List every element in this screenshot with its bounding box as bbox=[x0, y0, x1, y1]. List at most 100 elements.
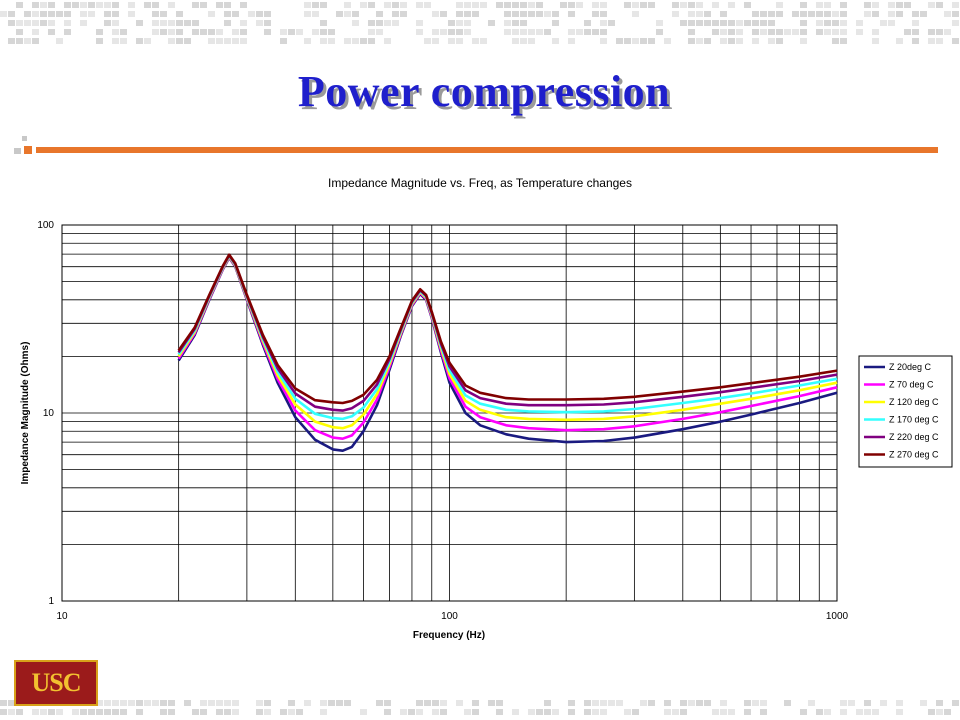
deco-pixel bbox=[56, 38, 63, 44]
deco-pixel bbox=[264, 709, 271, 715]
deco-pixel bbox=[704, 700, 711, 706]
deco-pixel bbox=[144, 700, 151, 706]
deco-pixel bbox=[744, 700, 751, 706]
deco-pixel bbox=[472, 700, 479, 706]
deco-pixel bbox=[368, 38, 375, 44]
deco-pixel bbox=[504, 2, 511, 8]
deco-pixel bbox=[728, 29, 735, 35]
deco-pixel bbox=[776, 38, 783, 44]
deco-pixel bbox=[664, 709, 671, 715]
deco-pixel bbox=[384, 709, 391, 715]
deco-pixel bbox=[432, 11, 439, 17]
deco-pixel bbox=[184, 700, 191, 706]
deco-pixel bbox=[448, 38, 455, 44]
deco-pixel bbox=[168, 38, 175, 44]
deco-pixel bbox=[48, 2, 55, 8]
deco-pixel bbox=[696, 700, 703, 706]
deco-pixel bbox=[888, 11, 895, 17]
deco-pixel bbox=[824, 11, 831, 17]
deco-pixel bbox=[632, 709, 639, 715]
deco-pixel bbox=[464, 2, 471, 8]
deco-pixel bbox=[304, 38, 311, 44]
deco-pixel bbox=[496, 700, 503, 706]
deco-pixel bbox=[400, 2, 407, 8]
deco-pixel bbox=[680, 20, 687, 26]
deco-pixel bbox=[896, 38, 903, 44]
deco-pixel bbox=[952, 38, 959, 44]
deco-pixel bbox=[152, 20, 159, 26]
deco-pixel bbox=[824, 709, 831, 715]
deco-pixel bbox=[120, 29, 127, 35]
deco-pixel bbox=[208, 700, 215, 706]
accent-square bbox=[24, 146, 32, 154]
deco-pixel bbox=[872, 38, 879, 44]
deco-pixel bbox=[728, 20, 735, 26]
deco-pixel bbox=[800, 11, 807, 17]
deco-pixel bbox=[952, 700, 959, 706]
deco-pixel bbox=[168, 700, 175, 706]
deco-pixel bbox=[96, 38, 103, 44]
deco-pixel bbox=[448, 29, 455, 35]
deco-pixel bbox=[136, 700, 143, 706]
deco-pixel bbox=[704, 11, 711, 17]
deco-pixel bbox=[520, 38, 527, 44]
deco-pixel bbox=[720, 700, 727, 706]
deco-pixel bbox=[832, 11, 839, 17]
deco-pixel bbox=[472, 11, 479, 17]
deco-pixel bbox=[320, 2, 327, 8]
usc-logo-text: USC bbox=[31, 668, 81, 697]
deco-pixel bbox=[264, 11, 271, 17]
deco-pixel bbox=[176, 29, 183, 35]
deco-pixel bbox=[512, 11, 519, 17]
deco-pixel bbox=[544, 29, 551, 35]
legend-box bbox=[858, 355, 953, 468]
deco-pixel bbox=[256, 11, 263, 17]
deco-pixel bbox=[112, 29, 119, 35]
deco-pixel bbox=[864, 2, 871, 8]
deco-pixel bbox=[840, 2, 847, 8]
deco-pixel bbox=[600, 700, 607, 706]
deco-pixel bbox=[904, 2, 911, 8]
deco-pixel bbox=[616, 38, 623, 44]
deco-pixel bbox=[568, 2, 575, 8]
deco-pixel bbox=[120, 709, 127, 715]
deco-pixel bbox=[152, 2, 159, 8]
deco-pixel bbox=[256, 700, 263, 706]
deco-pixel bbox=[904, 29, 911, 35]
deco-pixel bbox=[24, 38, 31, 44]
deco-pixel bbox=[432, 700, 439, 706]
deco-pixel bbox=[176, 20, 183, 26]
deco-pixel bbox=[376, 29, 383, 35]
deco-pixel bbox=[480, 38, 487, 44]
deco-pixel bbox=[8, 709, 15, 715]
deco-pixel bbox=[464, 29, 471, 35]
deco-pixel bbox=[360, 2, 367, 8]
deco-pixel bbox=[536, 11, 543, 17]
deco-pixel bbox=[600, 2, 607, 8]
deco-pixel bbox=[112, 38, 119, 44]
deco-pixel bbox=[800, 709, 807, 715]
deco-pixel bbox=[0, 11, 7, 17]
deco-pixel bbox=[16, 709, 23, 715]
deco-pixel bbox=[728, 2, 735, 8]
deco-pixel bbox=[256, 709, 263, 715]
deco-pixel bbox=[616, 700, 623, 706]
deco-pixel bbox=[512, 2, 519, 8]
deco-pixel bbox=[168, 20, 175, 26]
deco-pixel bbox=[304, 700, 311, 706]
deco-pixel bbox=[720, 29, 727, 35]
deco-pixel bbox=[936, 700, 943, 706]
deco-pixel bbox=[376, 11, 383, 17]
deco-pixel bbox=[216, 2, 223, 8]
deco-pixel bbox=[96, 29, 103, 35]
deco-pixel bbox=[896, 2, 903, 8]
deco-pixel bbox=[560, 2, 567, 8]
deco-pixel bbox=[712, 29, 719, 35]
deco-pixel bbox=[520, 11, 527, 17]
deco-pixel bbox=[104, 700, 111, 706]
deco-pixel bbox=[632, 11, 639, 17]
deco-pixel bbox=[776, 29, 783, 35]
deco-pixel bbox=[864, 11, 871, 17]
deco-pixel bbox=[256, 20, 263, 26]
deco-pixel bbox=[696, 20, 703, 26]
